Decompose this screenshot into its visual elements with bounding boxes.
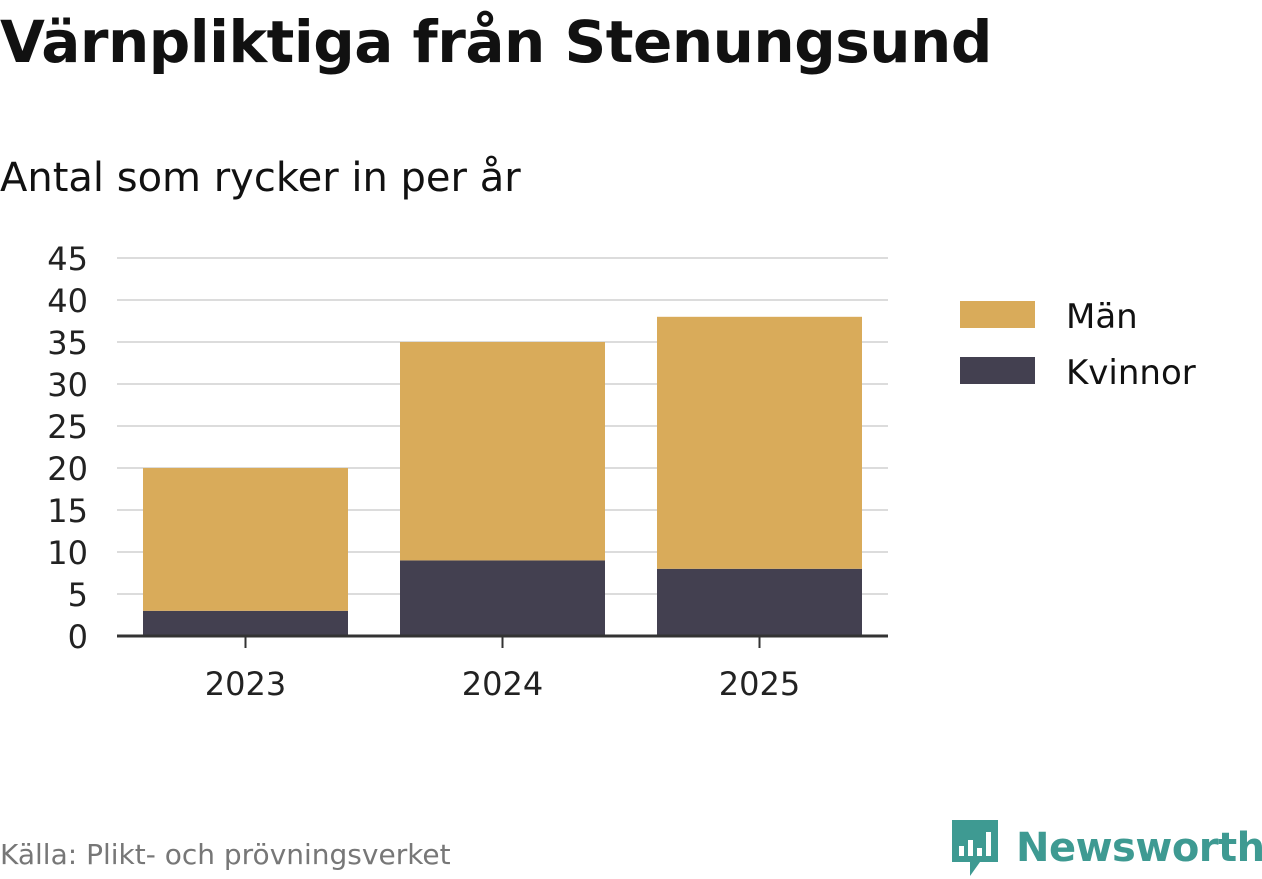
y-tick-label: 15 <box>47 492 88 530</box>
x-tick-label: 2024 <box>462 665 543 703</box>
bar-män-2023 <box>143 468 348 611</box>
legend-label-män: Män <box>1066 297 1138 337</box>
chart-title: Värnpliktiga från Stenungsund <box>0 8 992 76</box>
brand-name: Newsworthy <box>1016 825 1262 871</box>
legend-label-kvinnor: Kvinnor <box>1066 353 1196 393</box>
legend-swatch-män <box>960 301 1035 328</box>
bar-män-2024 <box>400 342 605 561</box>
y-tick-label: 25 <box>47 408 88 446</box>
brand-logo: Newsworthy <box>950 818 1262 878</box>
legend-swatch-kvinnor <box>960 357 1035 384</box>
legend: Män Kvinnor <box>960 297 1196 393</box>
bar-kvinnor-2023 <box>143 610 348 636</box>
source-note: Källa: Plikt- och prövningsverket <box>0 838 451 871</box>
bar-chart-logo-icon <box>952 820 998 876</box>
y-tick-label: 35 <box>47 324 88 362</box>
bar-kvinnor-2025 <box>657 568 862 636</box>
chart-subtitle: Antal som rycker in per år <box>0 155 521 201</box>
y-tick-label: 10 <box>47 534 88 572</box>
y-tick-label: 30 <box>47 366 88 404</box>
y-tick-label: 20 <box>47 450 88 488</box>
y-tick-label: 0 <box>68 618 88 656</box>
y-tick-label: 5 <box>68 576 88 614</box>
x-tick-label: 2025 <box>719 665 800 703</box>
y-tick-label: 45 <box>47 240 88 278</box>
bar-män-2025 <box>657 316 862 569</box>
bar-kvinnor-2024 <box>400 560 605 636</box>
y-tick-label: 40 <box>47 282 88 320</box>
bars <box>143 316 862 636</box>
x-tick-label: 2023 <box>205 665 286 703</box>
